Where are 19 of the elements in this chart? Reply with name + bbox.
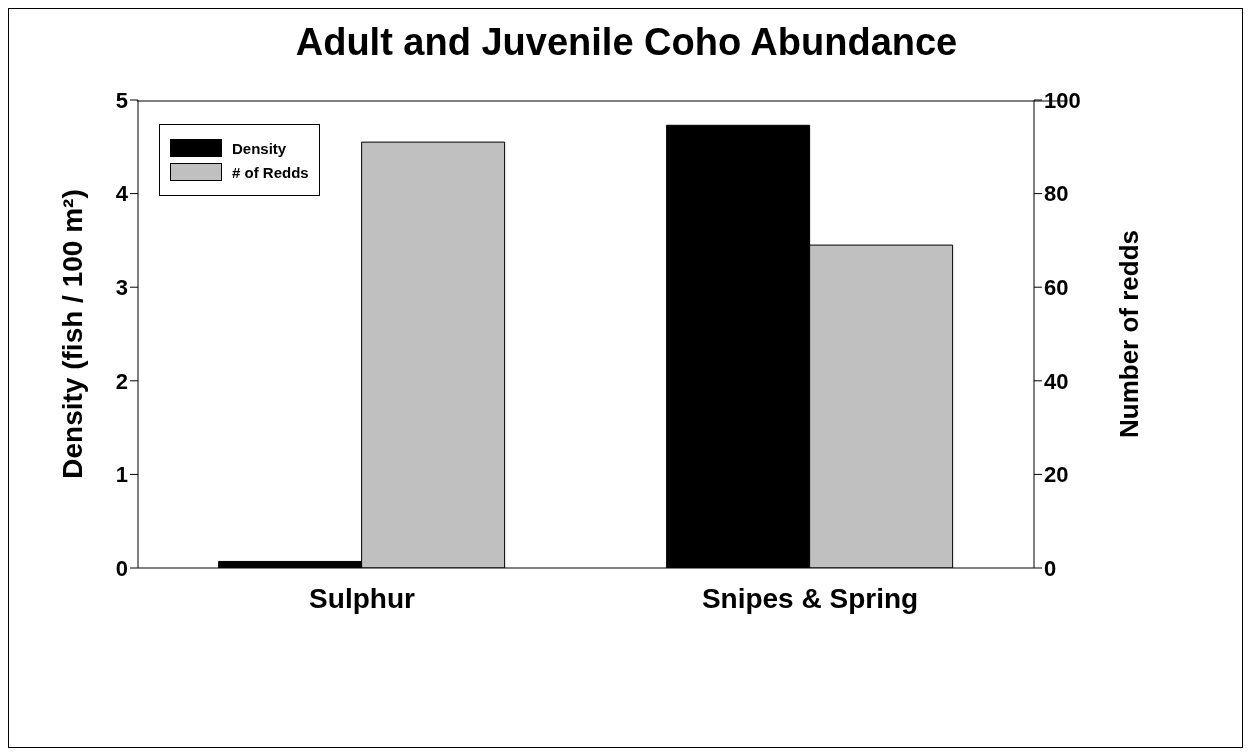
x-tick-label: Snipes & Spring	[701, 582, 919, 614]
y2-axis-title: Number of redds	[1114, 229, 1145, 439]
y-tick-label: 5	[115, 87, 128, 113]
legend-label: # of Redds	[232, 163, 309, 181]
y2-tick-label: 0	[1044, 555, 1057, 581]
legend-label: Density	[232, 139, 287, 157]
y-tick-label: 4	[115, 181, 129, 207]
y-tick-label: 3	[115, 275, 128, 301]
y2-tick-label: 60	[1044, 275, 1069, 301]
y-tick-label: 2	[115, 368, 128, 394]
y2-tick-label: 20	[1044, 462, 1069, 488]
y2-tick-label: 80	[1044, 181, 1069, 207]
y-tick-label: 0	[115, 555, 128, 581]
y2-tick-label: 40	[1044, 368, 1069, 394]
y2-tick-label: 100	[1044, 87, 1081, 113]
x-tick-label: Sulphur	[309, 582, 415, 614]
y-axis-title: Density (fish / 100 m²)	[56, 189, 88, 479]
y-tick-label: 1	[115, 462, 128, 488]
chart-title: Adult and Juvenile Coho Abundance	[294, 21, 959, 64]
